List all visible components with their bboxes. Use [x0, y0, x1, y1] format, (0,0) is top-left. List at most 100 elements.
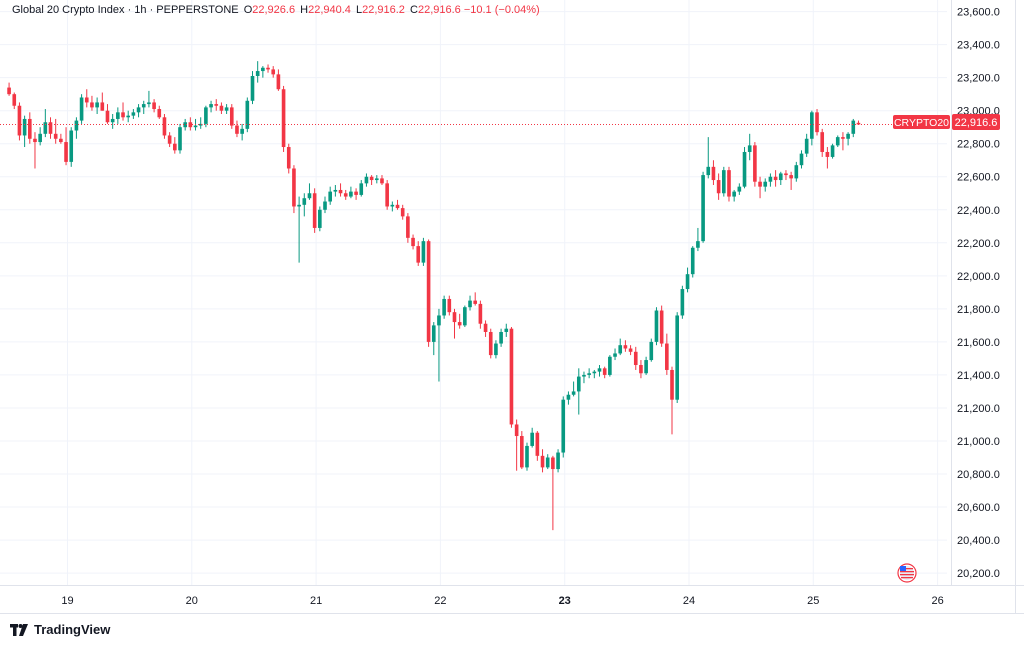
candle-body [141, 104, 146, 108]
low-label: L [355, 4, 363, 16]
y-tick-label: 20,400.0 [957, 535, 1000, 547]
candle-body [79, 97, 84, 121]
candle-body [841, 137, 845, 139]
candle-body [281, 89, 286, 148]
y-tick-label: 21,600.0 [957, 337, 1000, 349]
candle-body [602, 368, 607, 375]
candle-body [820, 132, 825, 152]
candle-body [152, 102, 156, 110]
tradingview-branding[interactable]: TradingView [10, 622, 110, 637]
candle-body [307, 193, 312, 199]
price-axis: 23,600.023,400.023,200.023,000.022,800.0… [951, 0, 1000, 585]
candle-body [463, 307, 467, 326]
candle-body [100, 102, 105, 111]
price-tag-value: 22,916.6 [955, 117, 998, 129]
candle-body [437, 315, 441, 326]
candle-body [504, 328, 509, 332]
candle-body [644, 360, 648, 374]
candle-body [349, 191, 353, 197]
candle-body [48, 122, 53, 134]
candle-body [784, 173, 788, 176]
chart-legend: Global 20 Crypto Index · 1h · PEPPERSTON… [12, 4, 540, 16]
candle-body [442, 298, 446, 316]
candle-body [286, 147, 291, 169]
y-tick-label: 20,600.0 [957, 502, 1000, 514]
candle-body [95, 102, 99, 108]
candle-body [488, 331, 493, 356]
candle-body [804, 138, 809, 154]
y-tick-label: 20,200.0 [957, 568, 1000, 580]
x-tick-label: 25 [807, 595, 819, 607]
grid-lines [0, 0, 947, 585]
candle-body [830, 145, 835, 157]
candle-body [675, 315, 680, 400]
candle-body [43, 122, 48, 134]
candle-body [255, 71, 260, 77]
candle-body [17, 105, 22, 136]
candle-body [711, 166, 716, 181]
candle-body [245, 100, 250, 129]
candle-body [292, 168, 296, 207]
x-tick-label: 22 [434, 595, 446, 607]
candle-body [742, 151, 747, 187]
change-value: −10.1 (−0.04%) [463, 4, 540, 16]
candle-body [38, 133, 42, 143]
candle-body [214, 104, 219, 106]
candle-body [33, 138, 37, 143]
y-tick-label: 21,800.0 [957, 304, 1000, 316]
candle-body [685, 274, 690, 290]
candle-body [659, 310, 664, 344]
candle-body [758, 181, 762, 187]
candle-body [856, 122, 861, 125]
candle-body [219, 105, 224, 111]
candle-body [110, 118, 115, 123]
candle-body [530, 432, 534, 446]
candle-body [167, 135, 172, 144]
candle-body [374, 178, 379, 181]
candle-body [157, 109, 162, 118]
candle-body [680, 289, 685, 316]
brand-name: TradingView [34, 622, 111, 637]
open-value: 22,926.6 [252, 4, 296, 16]
candle-body [592, 371, 597, 374]
open-label: O [243, 4, 253, 16]
candle-body [198, 123, 203, 126]
low-value: 22,916.2 [362, 4, 405, 16]
candle-body [690, 247, 695, 275]
candle-body [789, 175, 793, 179]
candle-body [421, 241, 426, 263]
y-tick-label: 21,400.0 [957, 370, 1000, 382]
candle-body [364, 176, 369, 184]
candle-body [395, 204, 400, 209]
high-label: H [300, 4, 309, 16]
candle-body [261, 67, 265, 72]
candle-body [235, 125, 239, 134]
candle-body [778, 173, 783, 181]
candle-body [633, 351, 638, 366]
candle-body [359, 183, 364, 195]
candle-body [509, 328, 514, 425]
candle-body [696, 241, 700, 248]
candle-body [618, 345, 623, 354]
candle-body [328, 191, 333, 202]
candle-body [209, 104, 213, 108]
candle-body [649, 341, 654, 361]
close-value: 22,916.6 [417, 4, 461, 16]
y-tick-label: 23,600.0 [957, 7, 1000, 19]
candle-body [333, 189, 338, 192]
candle-body [768, 176, 773, 182]
candle-body [576, 376, 581, 392]
candle-body [162, 117, 167, 136]
symbol-title: Global 20 Crypto Index · 1h · PEPPERSTON… [12, 4, 239, 16]
candle-body [354, 191, 358, 195]
candle-body [266, 67, 270, 70]
candle-body [566, 394, 571, 400]
candle-body [716, 180, 721, 194]
candle-body [411, 237, 415, 247]
candle-body [799, 153, 804, 166]
candle-body [514, 424, 519, 437]
candle-body [737, 186, 742, 192]
candle-body [276, 74, 281, 90]
us-flag-icon[interactable] [897, 563, 917, 583]
candle-body [7, 87, 11, 95]
